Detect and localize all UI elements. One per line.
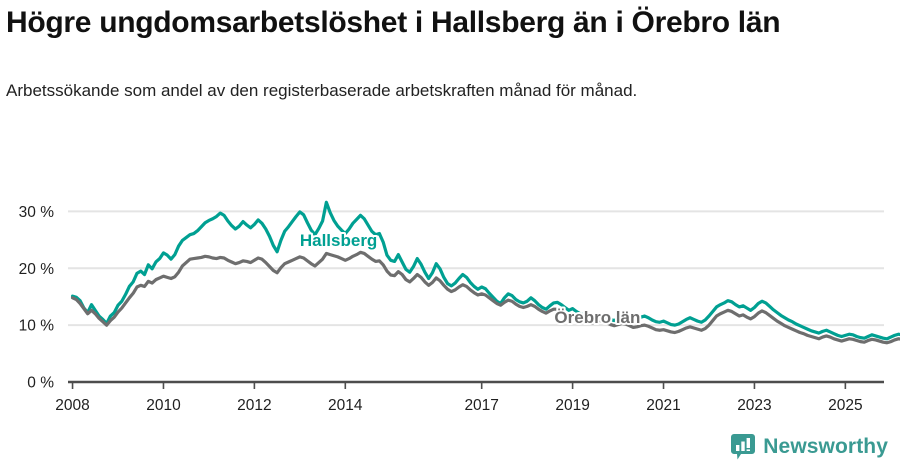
x-tick-label: 2008 — [55, 397, 89, 414]
x-tick-label: 2019 — [555, 397, 589, 414]
y-tick-label: 10 % — [19, 318, 55, 335]
x-tick-label: 2021 — [646, 397, 680, 414]
brand-name: Newsworthy — [763, 435, 888, 458]
page-subtitle: Arbetssökande som andel av den registerb… — [6, 81, 638, 100]
newsworthy-logo[interactable]: Newsworthy — [731, 434, 888, 460]
x-axis — [68, 380, 884, 389]
gridlines — [68, 210, 884, 327]
series-inline-labels: Hallsberg Örebro län — [298, 229, 643, 329]
line-chart: 0 % 10 % 20 % 30 % 2008 2010 2012 2014 2017 2019… — [0, 160, 900, 420]
chart-svg: 0 % 10 % 20 % 30 % 2008 2010 2012 2014 2017 2019… — [19, 200, 900, 414]
series-line — [70, 250, 900, 345]
x-tick-label: 2010 — [146, 397, 181, 414]
x-tick-label: 2017 — [464, 397, 498, 414]
y-axis-tick-labels: 0 % 10 % 20 % 30 % — [19, 204, 55, 392]
series-lines — [70, 200, 900, 345]
y-tick-label: 30 % — [19, 204, 55, 221]
x-tick-label: 2025 — [828, 397, 862, 414]
series-label: Örebro län — [554, 308, 640, 327]
series-label: Hallsberg — [300, 231, 377, 250]
y-tick-label: 0 % — [27, 375, 54, 392]
x-tick-label: 2023 — [737, 397, 771, 414]
x-axis-tick-labels: 2008 2010 2012 2014 2017 2019 2021 2023 2025 — [55, 397, 862, 414]
x-tick-label: 2014 — [328, 397, 363, 414]
page-title: Högre ungdomsarbetslöshet i Hallsberg än… — [6, 6, 781, 39]
series-line — [70, 200, 900, 341]
y-tick-label: 20 % — [19, 261, 55, 278]
chart-footer: Newsworthy — [0, 428, 900, 474]
x-tick-label: 2012 — [237, 397, 271, 414]
bar-chart-speech-bubble-icon — [731, 434, 756, 460]
